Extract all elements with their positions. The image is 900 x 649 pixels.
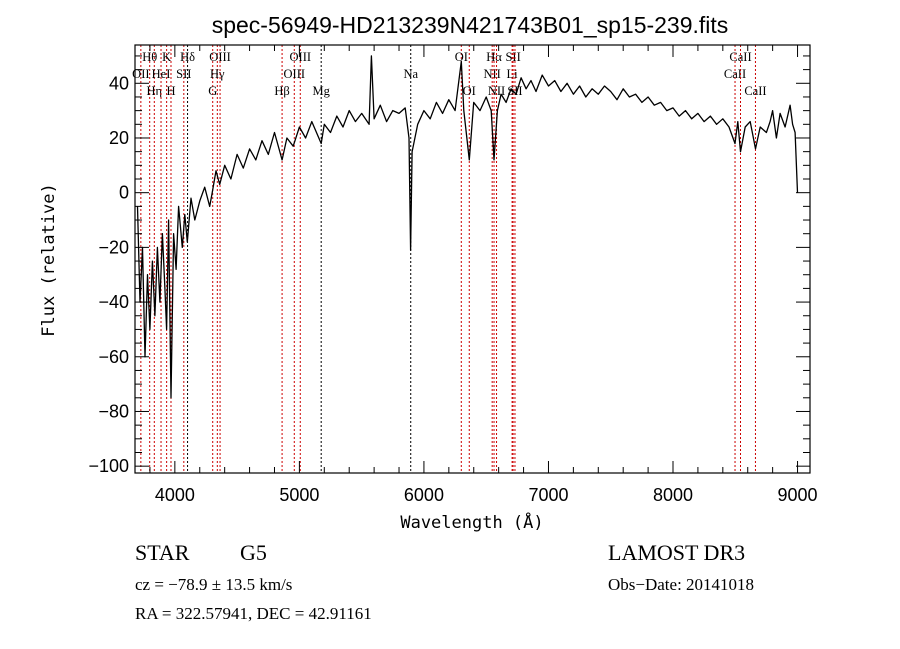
line-label: CaII [729, 50, 751, 64]
y-tick-label: 0 [119, 183, 129, 203]
x-axis-label: Wavelength (Å) [400, 511, 543, 533]
line-label: Hθ [142, 50, 157, 64]
x-tick-label: 6000 [404, 485, 444, 505]
subclass: G5 [240, 540, 267, 565]
y-tick-label: −100 [88, 456, 129, 476]
line-label: NII [483, 67, 500, 81]
spectrum-line [136, 55, 799, 399]
x-tick-label: 9000 [778, 485, 818, 505]
plot-frame [134, 44, 811, 474]
line-label: Hβ [274, 84, 289, 98]
y-tick-label: 40 [109, 73, 129, 93]
coordinates: RA = 322.57941, DEC = 42.91161 [135, 604, 372, 623]
line-label: CaII [744, 84, 766, 98]
line-label: HeI [152, 67, 171, 81]
redshift-velocity: cz = −78.9 ± 13.5 km/s [135, 575, 292, 594]
line-label: OIII [209, 50, 231, 64]
line-label: K [162, 50, 171, 64]
line-label: OII [132, 67, 149, 81]
line-label: SII [176, 67, 191, 81]
line-label: Hα [486, 50, 502, 64]
line-label: H [166, 84, 175, 98]
line-label: SII [505, 50, 520, 64]
x-tick-label: 4000 [155, 485, 195, 505]
chart-title: spec-56949-HD213239N421743B01_sp15-239.f… [212, 12, 729, 38]
y-tick-label: 20 [109, 128, 129, 148]
line-label: Na [403, 67, 418, 81]
line-label: Li [507, 67, 519, 81]
series-layer [136, 55, 799, 399]
x-tick-label: 8000 [653, 485, 693, 505]
line-label: Hη [147, 84, 163, 98]
line-label: OI [455, 50, 468, 64]
survey-name: LAMOST DR3 [608, 540, 745, 565]
line-label: Hδ [180, 50, 195, 64]
y-tick-label: −40 [98, 292, 129, 312]
line-label: OI [463, 84, 476, 98]
x-tick-label: 7000 [528, 485, 568, 505]
y-tick-label: −20 [98, 237, 129, 257]
line-label: OIII [284, 67, 306, 81]
line-label: Hγ [210, 67, 225, 81]
axes: 4000 5000 6000 7000 8000 9000 −100 −80 −60 −40 −20… [88, 44, 818, 505]
line-label: Mg [312, 84, 330, 98]
y-axis-label: Flux (relative) [39, 183, 59, 337]
x-tick-label: 5000 [279, 485, 319, 505]
line-label: CaII [724, 67, 746, 81]
line-label: G [208, 84, 217, 98]
y-tick-label: −60 [98, 347, 129, 367]
object-class: STAR [135, 540, 190, 565]
line-label: OIII [290, 50, 312, 64]
obs-date: Obs−Date: 20141018 [608, 575, 754, 594]
y-tick-label: −80 [98, 401, 129, 421]
